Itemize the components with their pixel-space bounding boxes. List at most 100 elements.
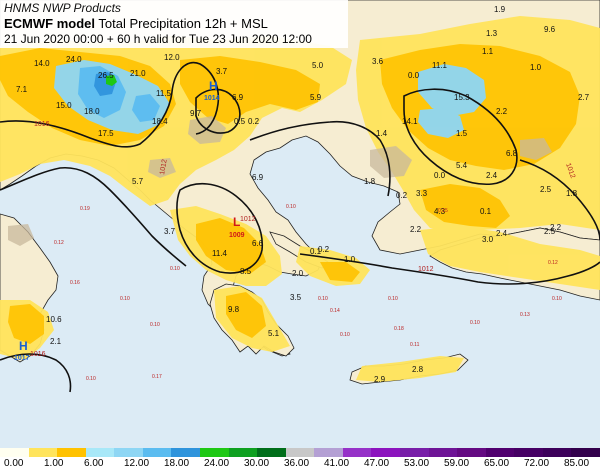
precip-value-label: 2.2 bbox=[496, 107, 508, 116]
precip-value-label: 0.1 bbox=[480, 207, 492, 216]
legend-tick-label: 47.00 bbox=[364, 458, 390, 469]
precip-value-label: 5.7 bbox=[132, 177, 144, 186]
precip-value-label: 1.1 bbox=[482, 47, 494, 56]
legend-tick-label: 65.00 bbox=[484, 458, 510, 469]
precip-value-label: 1.5 bbox=[456, 129, 468, 138]
precip-value-label: 18.0 bbox=[84, 107, 100, 116]
legend-tick-label: 1.00 bbox=[44, 458, 64, 469]
legend-swatch bbox=[514, 448, 544, 457]
precip-value-label: 0.2 bbox=[318, 245, 330, 254]
precip-value-label: 2.9 bbox=[374, 375, 386, 384]
precipitation-map: 1016 1012 1012 1012 1012 1016 H 1014 L 1… bbox=[0, 0, 600, 448]
precip-value-labels: 14.0 24.0 12.0 3.7 5.0 3.6 1.9 1.3 7.1 26.5 21.0 11… bbox=[16, 5, 590, 384]
precip-value-label: 5.1 bbox=[268, 329, 280, 338]
minor-value-label: 0.17 bbox=[152, 374, 162, 380]
legend-swatch bbox=[342, 448, 372, 457]
precip-value-label: 14.0 bbox=[34, 59, 50, 68]
product-name: Total Precipitation 12h + MSL bbox=[98, 16, 268, 31]
precip-value-label: 6.9 bbox=[252, 173, 264, 182]
precip-value-label: 0.1 bbox=[310, 247, 322, 256]
isobars bbox=[0, 61, 600, 393]
validity-time: 21 Jun 2020 00:00 + 60 h valid for Tue 2… bbox=[4, 32, 312, 46]
minor-value-label: 0.10 bbox=[388, 296, 398, 302]
legend-swatch bbox=[400, 448, 430, 457]
precip-value-label: 1.8 bbox=[566, 189, 578, 198]
legend-swatch bbox=[285, 448, 315, 457]
isobar-label: 1012 bbox=[159, 159, 169, 176]
minor-value-label: 0.14 bbox=[330, 308, 340, 314]
minor-value-label: 0.12 bbox=[548, 260, 558, 266]
precip-value-label: 6.8 bbox=[506, 149, 518, 158]
precip-value-label: 2.2 bbox=[410, 225, 422, 234]
legend-swatch bbox=[228, 448, 258, 457]
minor-value-label: 0.10 bbox=[286, 204, 296, 210]
legend-swatch bbox=[428, 448, 458, 457]
legend-swatch bbox=[485, 448, 515, 457]
precip-value-label: 12.0 bbox=[164, 53, 180, 62]
precip-value-label: 2.5 bbox=[540, 185, 552, 194]
precip-value-label: 2.2 bbox=[550, 223, 562, 232]
minor-value-label: 0.10 bbox=[340, 332, 350, 338]
isobar-1012-central bbox=[249, 120, 391, 197]
minor-value-label: 0.18 bbox=[394, 326, 404, 332]
legend-tick-label: 24.00 bbox=[204, 458, 230, 469]
map-header: HNMS NWP Products ECMWF model Total Prec… bbox=[0, 0, 348, 48]
precip-value-label: 11.4 bbox=[212, 249, 228, 258]
legend-tick-label: 53.00 bbox=[404, 458, 430, 469]
isobar-1012-low bbox=[176, 183, 264, 274]
legend-swatch bbox=[257, 448, 287, 457]
legend-swatch bbox=[314, 448, 344, 457]
precip-value-label: 9.6 bbox=[544, 25, 556, 34]
isobar-label: 1012 bbox=[240, 216, 256, 223]
minor-value-labels: 0.190.120.160.100.100.10 0.170.100.140.10… bbox=[54, 204, 562, 382]
legend-tick-label: 72.00 bbox=[524, 458, 550, 469]
precip-value-label: 14.1 bbox=[402, 117, 418, 126]
precip-value-label: 11.5 bbox=[156, 89, 172, 98]
precip-value-label: 3.0 bbox=[482, 235, 494, 244]
precip-value-label: 0.2 bbox=[396, 191, 408, 200]
isobar-1012-east bbox=[403, 88, 518, 186]
precip-value-label: 2.0 bbox=[292, 269, 304, 278]
precip-value-label: 1.8 bbox=[364, 177, 376, 186]
precip-value-label: 5.0 bbox=[312, 61, 324, 70]
precip-value-label: 6.9 bbox=[232, 93, 244, 102]
precip-value-label: 11.1 bbox=[432, 61, 448, 70]
legend-tick-label: 6.00 bbox=[84, 458, 104, 469]
minor-value-label: 0.19 bbox=[80, 206, 90, 212]
isobar-1016-ring bbox=[195, 88, 241, 134]
precip-value-label: 3.7 bbox=[164, 227, 176, 236]
minor-value-label: 0.12 bbox=[54, 240, 64, 246]
minor-value-label: 0.10 bbox=[318, 296, 328, 302]
precip-value-label: 1.3 bbox=[486, 29, 498, 38]
isobar-1016-north bbox=[0, 61, 220, 148]
pressure-center-high-value: 1017 bbox=[14, 355, 30, 362]
legend-swatch bbox=[85, 448, 115, 457]
precip-value-label: 5.4 bbox=[456, 161, 468, 170]
precip-value-label: 7.1 bbox=[16, 85, 28, 94]
precip-value-label: 2.4 bbox=[496, 229, 508, 238]
precip-value-label: 15.0 bbox=[56, 101, 72, 110]
isobar-1012-far-east bbox=[519, 159, 600, 241]
isobar-label: 1016 bbox=[30, 351, 46, 358]
pressure-center-high-symbol: H bbox=[19, 339, 28, 353]
product-source: HNMS NWP Products bbox=[4, 1, 121, 15]
legend-tick-label: 41.00 bbox=[324, 458, 350, 469]
precip-value-label: 2.7 bbox=[578, 93, 590, 102]
precip-value-label: 17.5 bbox=[98, 129, 114, 138]
minor-value-label: 0.10 bbox=[470, 320, 480, 326]
isobar-label: 1012 bbox=[564, 162, 576, 179]
legend-tick-label: 0.00 bbox=[4, 458, 24, 469]
minor-value-label: 0.10 bbox=[86, 376, 96, 382]
legend-tick-label: 18.00 bbox=[164, 458, 190, 469]
precip-value-label: 0.0 bbox=[408, 71, 420, 80]
minor-value-label: 0.11 bbox=[410, 342, 420, 348]
isobar-label: 1012 bbox=[418, 266, 434, 273]
precip-value-label: 3.7 bbox=[216, 67, 228, 76]
precip-value-label: 3.5 bbox=[290, 293, 302, 302]
precip-value-label: 2.5 bbox=[544, 227, 556, 236]
legend-swatch bbox=[571, 448, 600, 457]
precip-value-label: 3.3 bbox=[416, 189, 428, 198]
minor-value-label: 0.10 bbox=[170, 266, 180, 272]
legend-tick-label: 36.00 bbox=[284, 458, 310, 469]
